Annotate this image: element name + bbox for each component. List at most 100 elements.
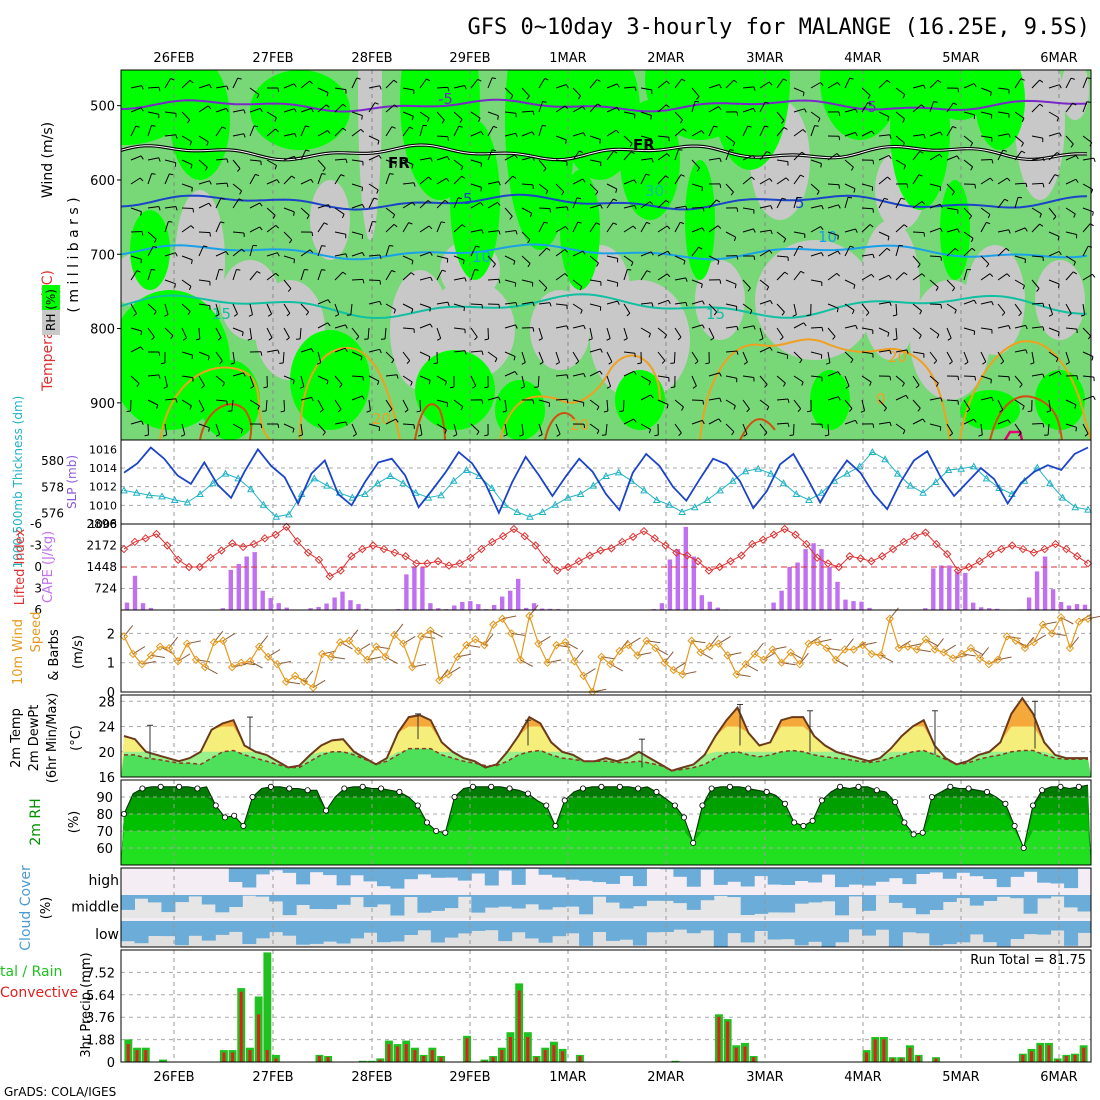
wind-barb-flag [158, 374, 161, 379]
wind-barb-flag [888, 155, 892, 159]
wind-barb-flag [208, 84, 212, 89]
thickness-marker [170, 495, 179, 503]
axis-labels: 5006007008009005805785761016101410121010… [30, 51, 1078, 1085]
lifted-index-marker [228, 539, 237, 548]
wind-barb [402, 423, 415, 426]
wind-speed-marker [1038, 620, 1048, 629]
wind-barb [912, 255, 921, 265]
wind-barb-flag [824, 434, 829, 437]
temp-ylabel-unit: (°C) [69, 725, 84, 751]
upper-ytick: 500 [90, 100, 115, 115]
wind-barb-flag [243, 109, 246, 114]
wind-barb [844, 279, 856, 286]
cape-bar [667, 559, 673, 610]
wind-barb-flag [512, 175, 517, 179]
dewpoint-area [121, 748, 1091, 777]
wind-barb-flag [484, 434, 489, 437]
wind-barb-flag [849, 245, 854, 248]
cloud-cover-bar [956, 921, 971, 943]
wind-speed-marker [912, 645, 922, 654]
wind-barb [300, 80, 310, 89]
wind-barb [504, 207, 513, 217]
thickness-marker [487, 483, 496, 491]
wind-barb [827, 272, 838, 281]
rh-marker [304, 787, 311, 794]
li-ytick: -3 [30, 539, 42, 553]
cloud-cover-bar [888, 895, 903, 903]
wind-barb-flag [670, 386, 675, 389]
wind-speed-marker [885, 614, 895, 623]
wind-barb [776, 255, 789, 258]
precip-convective-bar [265, 1050, 269, 1062]
wind-barb [810, 252, 822, 257]
wind-barb-flag [480, 131, 484, 136]
lifted-index-marker [899, 537, 909, 547]
lifted-index-marker [553, 566, 562, 575]
wind-barb [1031, 207, 1042, 215]
wind-barb-flag [906, 349, 909, 354]
wind-barb-flag [219, 360, 223, 365]
wind-barb [181, 159, 193, 166]
wind-barb [640, 111, 652, 116]
wind-barb-flag [970, 238, 974, 243]
wind-barb-flag [1091, 356, 1094, 361]
wind-barb [521, 87, 530, 97]
wind-barb [147, 399, 159, 406]
wind-barb [827, 231, 839, 236]
wind-barb-flag [1072, 102, 1077, 106]
wind-barb-flag [1075, 155, 1079, 160]
wind-barb [181, 351, 193, 356]
wind-barb [827, 371, 839, 377]
cloud-cover-bar [363, 921, 378, 933]
wind-barb [997, 149, 1004, 161]
cloud-cover-bar [323, 895, 338, 910]
rh-marker [552, 822, 559, 829]
wind-barb [300, 269, 305, 281]
wind-barb [606, 255, 618, 259]
wind-barb [402, 375, 413, 383]
wind-barb [589, 423, 600, 431]
cloud-cover-bar [727, 895, 742, 898]
slp-ytick: 1008 [89, 518, 117, 531]
wind-barb [164, 221, 169, 233]
wind-barb-flag [629, 143, 633, 148]
precip-convective-bar [491, 1057, 495, 1062]
slp-ylabels: 1000-500mb Thickness (dm) SLP (mb) [11, 396, 79, 569]
wind-barb [776, 159, 788, 163]
wind-barb [929, 255, 942, 258]
wind-barb-flag [256, 94, 260, 99]
upper-panel-frame [120, 69, 1092, 441]
wind-barb-flag [1057, 236, 1060, 241]
wind-barb-flag [612, 222, 618, 225]
wind-barb-flag [664, 334, 668, 339]
wind-barb-flag [973, 83, 977, 88]
wind-barb [589, 303, 601, 308]
precip-convective-bar [126, 1044, 130, 1062]
wind-barb [164, 111, 176, 114]
wind-barb-flag [770, 230, 773, 235]
cape-bar [531, 603, 537, 610]
temp-ylabel-2: 2m DewPt [27, 705, 42, 772]
wind-barb-flag [576, 197, 582, 200]
wind-barb-flag [377, 380, 380, 386]
wind-barb-flag [648, 381, 651, 386]
precip-convective-bar [934, 1058, 938, 1062]
cloud-cover-bar [309, 868, 324, 873]
contour-25 [989, 395, 1063, 440]
wind-barb [521, 110, 534, 113]
wind-barb [215, 107, 227, 113]
rh-marker [818, 797, 825, 804]
wind-barb [606, 106, 618, 113]
wind-barb [1082, 157, 1094, 161]
wind-barb-flag [460, 406, 464, 411]
wind-barb-flag [792, 314, 797, 317]
wind-speed-marker [849, 645, 858, 654]
cloud-cover-bar [754, 895, 769, 914]
wind-barb [912, 418, 924, 425]
upper-ytick: 800 [90, 323, 115, 338]
wind-barb-flag [293, 211, 295, 216]
wind-barb [691, 246, 699, 257]
wind-barb-flag [497, 115, 499, 120]
cloud-cover-bar [969, 921, 984, 935]
wind-barb-flag [832, 336, 836, 340]
